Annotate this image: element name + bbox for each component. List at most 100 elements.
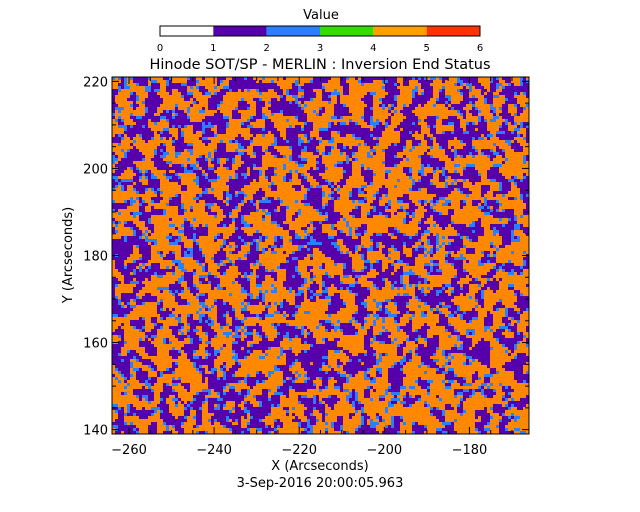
heatmap-cell [127,80,130,83]
heatmap-cell [127,113,130,116]
heatmap-cell [379,104,382,107]
heatmap-cell [400,83,403,86]
heatmap-cell [334,179,337,182]
heatmap-cell [391,155,394,158]
heatmap-cell [427,164,430,167]
heatmap-cell [244,92,247,95]
heatmap-cell [178,140,181,143]
heatmap-cell [442,98,445,101]
heatmap-cell [175,131,178,134]
heatmap-cell [220,143,223,146]
heatmap-cell [511,80,514,83]
heatmap-cell [445,152,448,155]
heatmap-cell [211,119,214,122]
heatmap-cell [295,161,298,164]
heatmap-cell [388,101,391,104]
heatmap-cell [304,164,307,167]
heatmap-cell [484,152,487,155]
heatmap-cell [307,158,310,161]
heatmap-cell [262,107,265,110]
heatmap-cell [253,176,256,179]
heatmap-cell [427,92,430,95]
heatmap-cell [184,104,187,107]
heatmap-cell [481,167,484,170]
heatmap-cell [463,89,466,92]
heatmap-cell [229,170,232,173]
heatmap-cell [319,155,322,158]
heatmap-cell [436,173,439,176]
heatmap-cell [259,125,262,128]
heatmap-cell [124,170,127,173]
heatmap-cell [364,83,367,86]
heatmap-cell [316,137,319,140]
heatmap-cell [124,167,127,170]
heatmap-cell [409,116,412,119]
heatmap-cell [430,95,433,98]
heatmap-cell [493,125,496,128]
heatmap-cell [118,146,121,149]
heatmap-cell [430,158,433,161]
heatmap-cell [250,101,253,104]
heatmap-cell [139,179,142,182]
heatmap-cell [337,170,340,173]
heatmap-cell [475,137,478,140]
heatmap-cell [406,170,409,173]
heatmap-cell [346,170,349,173]
heatmap-cell [457,143,460,146]
heatmap-cell [331,161,334,164]
heatmap-cell [256,143,259,146]
heatmap-cell [526,122,529,125]
heatmap-cell [337,95,340,98]
heatmap-cell [151,80,154,83]
heatmap-cell [139,119,142,122]
heatmap-cell [175,140,178,143]
heatmap-cell [118,161,121,164]
heatmap-cell [442,158,445,161]
heatmap-cell [403,104,406,107]
heatmap-cell [454,146,457,149]
heatmap-cell [475,179,478,182]
heatmap-cell [385,119,388,122]
heatmap-cell [121,104,124,107]
heatmap-cell [469,179,472,182]
heatmap-cell [301,98,304,101]
heatmap-cell [337,92,340,95]
heatmap-cell [415,83,418,86]
heatmap-cell [436,137,439,140]
heatmap-cell [391,176,394,179]
heatmap-cell [523,155,526,158]
heatmap-cell [247,95,250,98]
heatmap-cell [361,92,364,95]
heatmap-cell [325,77,328,80]
heatmap-cell [442,110,445,113]
heatmap-cell [205,128,208,131]
heatmap-cell [304,167,307,170]
heatmap-cell [112,113,115,116]
heatmap-cell [346,104,349,107]
heatmap-cell [481,170,484,173]
heatmap-cell [250,146,253,149]
heatmap-cell [115,152,118,155]
heatmap-cell [259,128,262,131]
heatmap-cell [424,101,427,104]
heatmap-cell [508,131,511,134]
heatmap-cell [115,173,118,176]
heatmap-cell [469,110,472,113]
heatmap-cell [235,143,238,146]
heatmap-cell [274,164,277,167]
heatmap-cell [364,134,367,137]
heatmap-cell [253,152,256,155]
heatmap-cell [409,125,412,128]
heatmap-cell [127,149,130,152]
heatmap-cell [124,176,127,179]
heatmap-cell [307,113,310,116]
heatmap-cell [220,122,223,125]
heatmap-cell [340,149,343,152]
heatmap-cell [364,182,367,185]
heatmap-cell [241,125,244,128]
heatmap-cell [280,107,283,110]
heatmap-cell [424,137,427,140]
heatmap-cell [418,170,421,173]
heatmap-cell [430,170,433,173]
heatmap-cell [433,140,436,143]
